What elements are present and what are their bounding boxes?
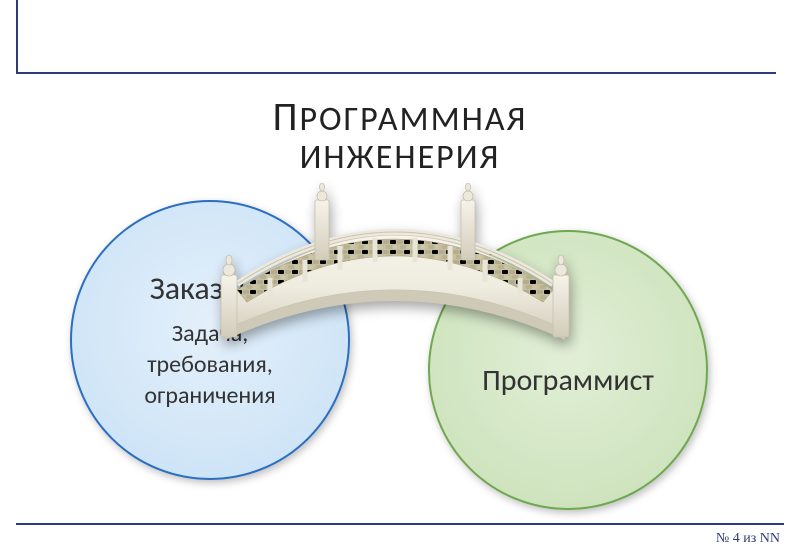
bridge-icon	[215, 180, 575, 345]
bottom-divider	[16, 523, 784, 525]
title-line-1: ПРОГРАММНАЯ	[0, 96, 800, 138]
title-rest: РОГРАММНАЯ	[299, 99, 527, 140]
title-cap: П	[273, 92, 300, 141]
page-number: № 4 из NN	[716, 531, 780, 547]
page-title: ПРОГРАММНАЯ ИНЖЕНЕРИЯ	[0, 96, 800, 177]
programmer-title: Программист	[482, 362, 654, 399]
top-corner-frame	[16, 0, 776, 74]
title-line-2: ИНЖЕНЕРИЯ	[0, 138, 800, 177]
